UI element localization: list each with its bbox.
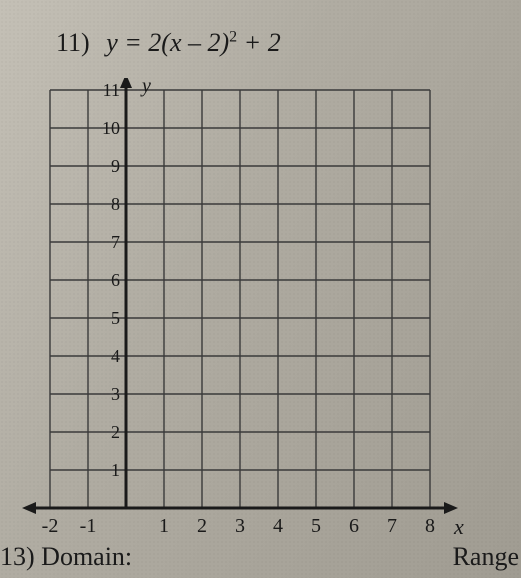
svg-text:8: 8 xyxy=(111,194,120,214)
svg-text:6: 6 xyxy=(111,270,120,290)
svg-text:10: 10 xyxy=(102,118,120,138)
range-label: Range xyxy=(453,542,519,572)
svg-text:7: 7 xyxy=(387,515,397,537)
footer-number: 13) xyxy=(0,542,35,571)
svg-text:-2: -2 xyxy=(42,515,59,537)
domain-label: Domain: xyxy=(41,542,132,571)
coordinate-grid: 1234567891011y-2-112345678x xyxy=(20,78,490,528)
svg-text:5: 5 xyxy=(311,515,321,537)
domain-prompt: 13) Domain: xyxy=(0,542,132,572)
svg-text:11: 11 xyxy=(103,80,120,100)
svg-text:9: 9 xyxy=(111,156,120,176)
grid-svg: 1234567891011y-2-112345678x xyxy=(20,78,490,538)
svg-text:-1: -1 xyxy=(80,515,97,537)
svg-text:3: 3 xyxy=(111,384,120,404)
svg-text:2: 2 xyxy=(197,515,207,537)
svg-text:x: x xyxy=(453,514,464,538)
problem-number: 11) xyxy=(56,28,90,57)
svg-text:1: 1 xyxy=(159,515,169,537)
svg-text:7: 7 xyxy=(111,232,120,252)
svg-text:4: 4 xyxy=(111,346,120,366)
svg-text:3: 3 xyxy=(235,515,245,537)
svg-text:8: 8 xyxy=(425,515,435,537)
svg-text:4: 4 xyxy=(273,515,283,537)
svg-text:2: 2 xyxy=(111,422,120,442)
svg-text:y: y xyxy=(140,78,151,97)
problem-equation: 11) y = 2(x – 2)2 + 2 xyxy=(56,28,281,58)
svg-text:1: 1 xyxy=(111,460,120,480)
svg-text:6: 6 xyxy=(349,515,359,537)
svg-text:5: 5 xyxy=(111,308,120,328)
